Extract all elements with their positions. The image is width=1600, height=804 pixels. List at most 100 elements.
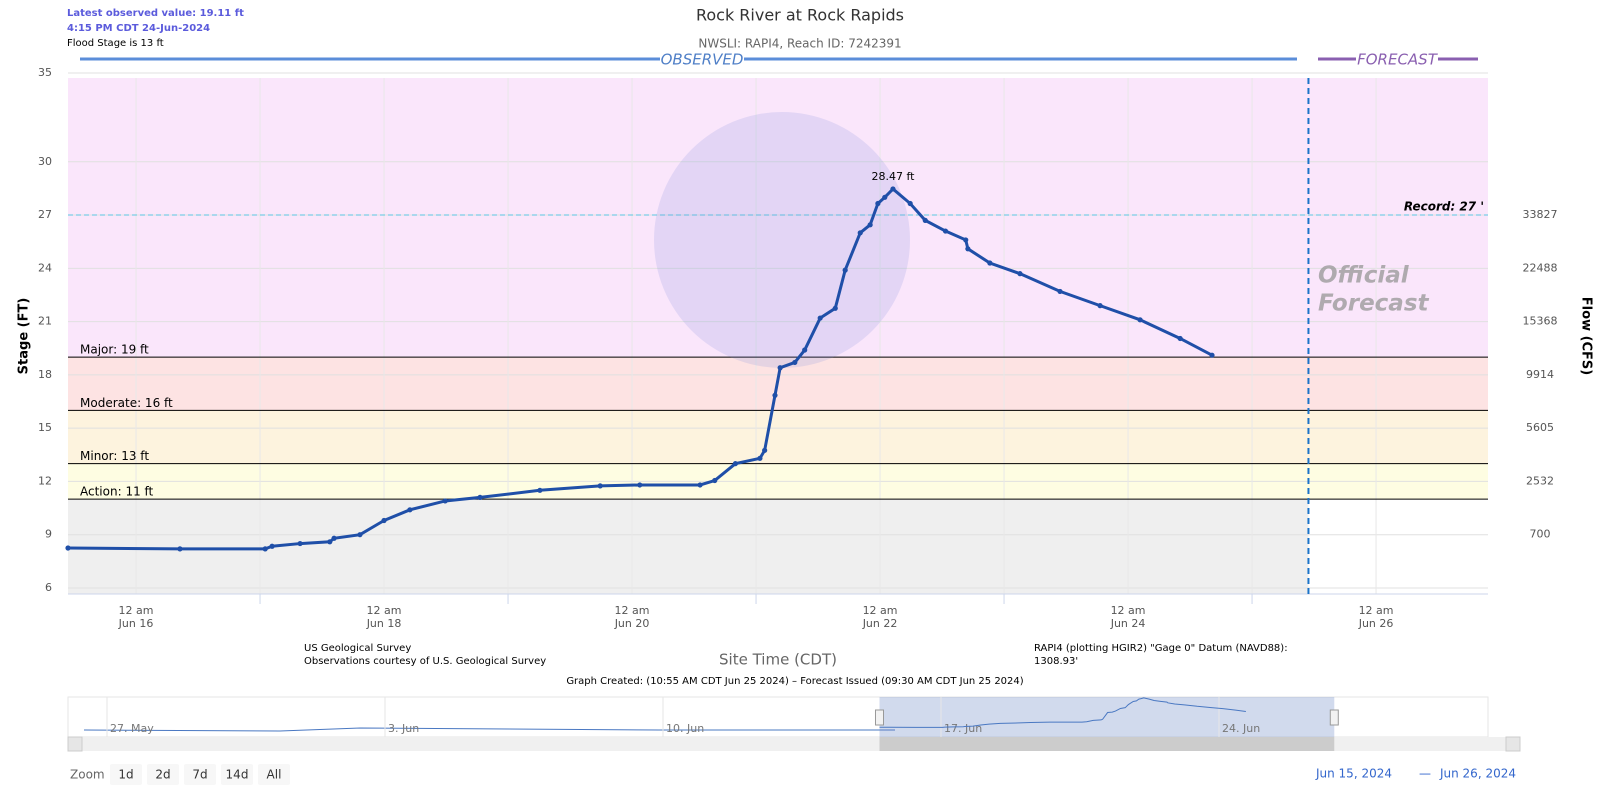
x-tick-date: Jun 26 [1358, 617, 1394, 630]
stage-point [597, 483, 603, 489]
stage-point [963, 237, 969, 243]
y2-tick-label: 700 [1530, 528, 1551, 541]
zoom-button-bg[interactable] [184, 764, 216, 785]
y2-tick-label: 9914 [1526, 368, 1554, 381]
y-tick-label: 9 [45, 528, 52, 541]
stage-point [381, 517, 387, 524]
stage-point [907, 200, 913, 207]
y-tick-label: 6 [45, 581, 52, 594]
zoom-button-bg[interactable] [147, 764, 179, 785]
threshold-label: Action: 11 ft [80, 485, 154, 499]
source-line: US Geological Survey [304, 643, 411, 654]
stage-point [832, 305, 838, 311]
stage-point [882, 194, 888, 200]
stage-point [817, 315, 823, 321]
plot-area: 6 9 12 15 18 21 24 27 30 35 700 2532 5605 9914 15368 22… [38, 66, 1558, 630]
zoom-button[interactable]: 2d [155, 768, 170, 782]
record-label: Record: 27 ' [1404, 200, 1484, 214]
x-tick-date: Jun 20 [614, 617, 650, 630]
stage-point [732, 461, 738, 467]
navigator-label: 10. Jun [666, 722, 704, 735]
x-tick-label: 12 am [615, 604, 650, 617]
zoom-button[interactable]: All [267, 768, 282, 782]
stage-point [262, 546, 268, 552]
stage-point [331, 535, 337, 541]
stage-point [65, 545, 71, 551]
zoom-button-bg[interactable] [110, 764, 142, 785]
stage-point [297, 540, 303, 547]
stage-point [1017, 271, 1023, 277]
y-tick-label: 21 [38, 315, 52, 328]
stage-point [477, 494, 483, 501]
zoom-button-bg[interactable] [258, 764, 290, 785]
zoom-button[interactable]: 1d [118, 768, 133, 782]
stage-point [537, 487, 543, 493]
stage-point [942, 228, 949, 234]
source-line: Observations courtesy of U.S. Geological… [304, 656, 546, 667]
observed-label: OBSERVED [661, 51, 744, 69]
stage-point [987, 260, 993, 266]
navigator-handle[interactable] [874, 709, 884, 726]
stage-point [875, 200, 881, 207]
stage-point [772, 392, 778, 398]
stage-point [757, 455, 763, 461]
stage-point [802, 347, 808, 353]
stage-point [792, 359, 798, 366]
navigator-label: 27. May [110, 722, 154, 735]
created-note: Graph Created: (10:55 AM CDT Jun 25 2024… [566, 676, 1023, 687]
navigator-label: 3. Jun [388, 722, 419, 735]
zoom-button[interactable]: 7d [192, 768, 207, 782]
stage-point [407, 507, 413, 513]
stage-point [327, 539, 333, 545]
stage-point [357, 532, 363, 538]
navigator-handle[interactable] [1329, 709, 1339, 726]
stage-point [762, 447, 768, 453]
threshold-label: Major: 19 ft [80, 343, 149, 357]
stage-point [867, 222, 873, 228]
stage-point [777, 365, 783, 371]
scrollbar-thumb[interactable] [879, 737, 1335, 751]
forecast-note: Forecast [1318, 291, 1430, 317]
stage-point [1097, 303, 1103, 309]
y-tick-label: 24 [38, 261, 52, 274]
zoom-label: Zoom [70, 768, 105, 782]
zoom-button[interactable]: 14d [226, 768, 249, 782]
stage-point [1177, 335, 1183, 342]
range-from[interactable]: Jun 15, 2024 [1315, 767, 1392, 781]
navigator-selection[interactable] [879, 697, 1335, 737]
stage-point [442, 498, 448, 504]
stage-point [1209, 352, 1215, 358]
y2-tick-label: 33827 [1523, 208, 1558, 221]
stage-point [697, 482, 703, 488]
scroll-left[interactable] [67, 736, 83, 752]
x-tick-date: Jun 18 [366, 617, 402, 630]
latest-time: 4:15 PM CDT 24-Jun-2024 [67, 23, 210, 34]
datum-line: RAPI4 (plotting HGIR2) "Gage 0" Datum (N… [1034, 643, 1288, 654]
threshold-label: Minor: 13 ft [80, 449, 149, 463]
x-tick-label: 12 am [367, 604, 402, 617]
flood-stage: Flood Stage is 13 ft [67, 38, 164, 49]
band-below [68, 499, 1309, 594]
zoom-button-bg[interactable] [221, 764, 253, 785]
y-tick-label: 18 [38, 368, 52, 381]
y2-tick-label: 22488 [1523, 261, 1558, 274]
range-to[interactable]: Jun 26, 2024 [1439, 767, 1516, 781]
y2-tick-label: 5605 [1526, 421, 1554, 434]
x-tick-label: 12 am [119, 604, 154, 617]
scroll-right[interactable] [1505, 736, 1521, 752]
x-tick-label: 12 am [1359, 604, 1394, 617]
stage-point [922, 217, 928, 223]
stage-point [842, 267, 848, 273]
stage-point [965, 246, 971, 252]
x-tick-label: 12 am [1111, 604, 1146, 617]
x-axis-title: Site Time (CDT) [719, 651, 837, 669]
x-tick-label: 12 am [863, 604, 898, 617]
y-tick-label: 30 [38, 155, 52, 168]
watermark [654, 112, 910, 368]
stage-point [269, 543, 275, 549]
navigator-label: 17. Jun [944, 722, 982, 735]
zoom-bar: Zoom 1d 2d 7d 14d All [70, 764, 290, 785]
forecast-note: Official [1318, 263, 1410, 289]
